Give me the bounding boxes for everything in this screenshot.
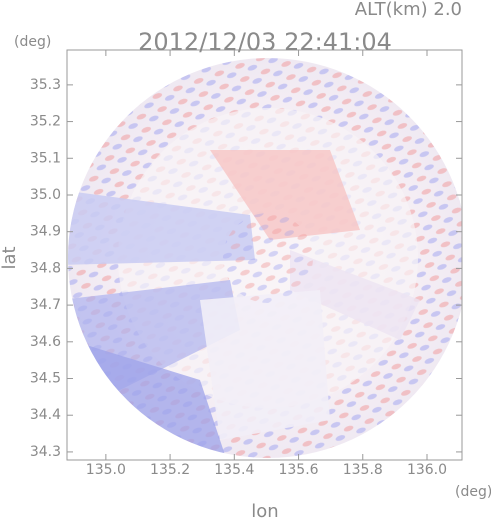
y-tick-label: 35.3	[30, 77, 61, 93]
y-tick-label: 34.6	[30, 334, 61, 350]
chart-subtitle: ALT(km) 2.0	[355, 0, 462, 20]
y-tick-label: 34.4	[30, 407, 61, 423]
x-tick-label: 135.4	[214, 462, 254, 478]
y-axis-label: lat	[0, 246, 20, 269]
chart-title: 2012/12/03 22:41:04	[138, 28, 392, 56]
x-tick-label: 135.6	[278, 462, 318, 478]
y-tick-label: 34.5	[30, 371, 61, 387]
x-axis-label: lon	[251, 501, 278, 521]
x-unit: (deg)	[455, 484, 491, 500]
y-tick-label: 34.3	[30, 444, 61, 460]
y-unit: (deg)	[14, 34, 51, 50]
y-tick-label: 35.2	[30, 114, 61, 130]
radar-image	[68, 58, 462, 458]
y-tick-label: 34.7	[30, 297, 61, 313]
y-tick-label: 34.9	[30, 224, 61, 240]
y-tick-label: 35.0	[30, 187, 61, 203]
x-tick-label: 135.8	[343, 462, 383, 478]
y-tick-label: 35.1	[30, 150, 61, 166]
x-tick-label: 136.0	[407, 462, 447, 478]
plot-frame	[66, 49, 463, 461]
y-tick-label: 34.8	[30, 260, 61, 276]
x-tick-label: 135.0	[86, 462, 126, 478]
x-tick-label: 135.2	[150, 462, 190, 478]
